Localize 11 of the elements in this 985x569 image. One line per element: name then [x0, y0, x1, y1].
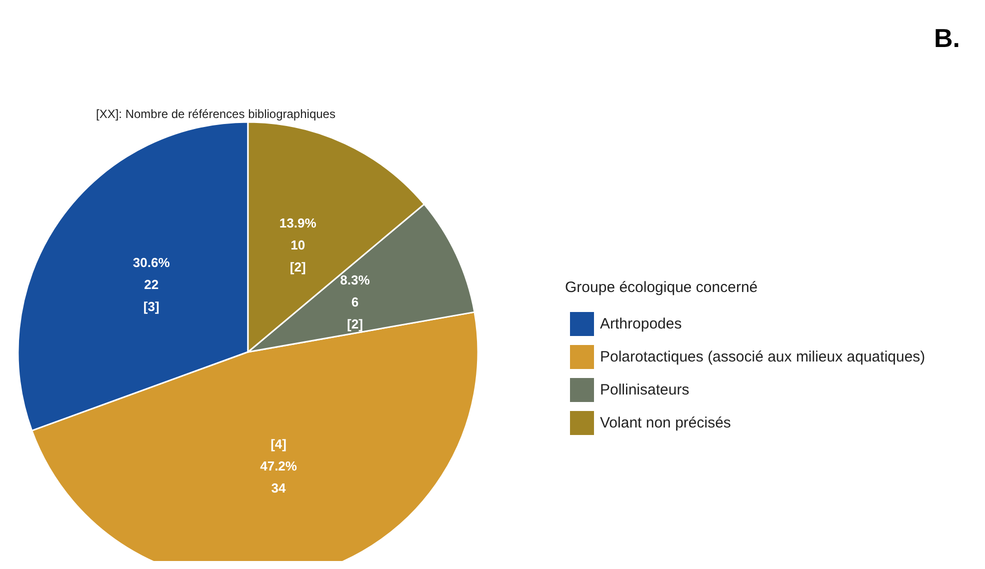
legend-title: Groupe écologique concerné	[565, 279, 758, 296]
data-label: [4] 47.2% 34	[260, 436, 298, 496]
legend-label: Volant non précisés	[600, 414, 731, 432]
data-label: 8.3% 6 [2]	[340, 272, 370, 332]
chart-title: B.	[934, 23, 960, 53]
legend-label: Arthropodes	[600, 316, 682, 332]
data-label: 13.9% 10 [2]	[279, 216, 317, 275]
text: [XX]: Nombre de références bibliographiques	[96, 107, 336, 121]
data-label: 30.6% 22 [3]	[132, 254, 170, 314]
legend-label: Pollinisateurs	[600, 382, 690, 398]
legend-label: Polarotactiques (associé aux milieux aquatiques)	[600, 348, 926, 366]
